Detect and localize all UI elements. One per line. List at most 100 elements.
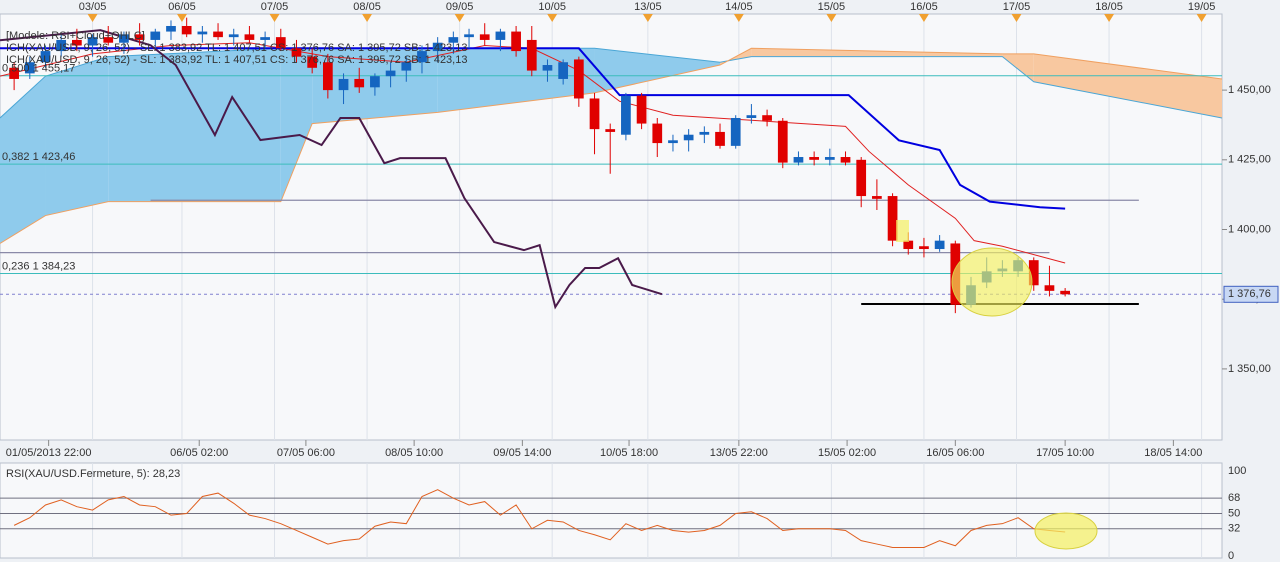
x-tick-label: 16/05 xyxy=(910,1,938,13)
tick-mark xyxy=(87,14,98,22)
x-tick-label: 15/05 02:00 xyxy=(818,447,876,459)
candle-body xyxy=(919,246,929,250)
candle-body xyxy=(558,62,569,79)
candle-body xyxy=(605,129,616,132)
candle-body xyxy=(119,34,129,43)
candle-body xyxy=(464,34,474,38)
candle-body xyxy=(24,62,35,74)
tick-mark xyxy=(826,14,837,22)
candle-body xyxy=(354,78,365,88)
candle-body xyxy=(1028,260,1039,286)
candle-body xyxy=(872,196,882,199)
rsi-panel xyxy=(0,462,1223,559)
y-tick-label: 50 xyxy=(1228,507,1240,519)
tick-mark xyxy=(454,14,465,22)
cloud xyxy=(1002,53,1034,82)
x-tick-label: 13/05 22:00 xyxy=(710,447,768,459)
x-tick-label: 17/05 10:00 xyxy=(1036,447,1094,459)
candle-body xyxy=(762,115,772,121)
y-tick-label: 1 450,00 xyxy=(1228,84,1271,96)
x-tick-label: 19/05 xyxy=(1188,1,1216,13)
candle-body xyxy=(636,95,647,124)
candle-body xyxy=(72,39,82,46)
candle-body xyxy=(307,56,318,68)
candle-body xyxy=(166,25,176,32)
candle-body xyxy=(621,95,631,135)
last-price-label: 1 376,76 xyxy=(1228,288,1271,300)
x-tick-label: 15/05 xyxy=(818,1,846,13)
tick-mark xyxy=(269,14,280,22)
x-tick-label: 14/05 xyxy=(725,1,753,13)
highlight xyxy=(951,247,1033,317)
candle-body xyxy=(777,120,788,163)
x-tick-label: 09/05 14:00 xyxy=(493,447,551,459)
fib-label: 0,236 1 384,23 xyxy=(2,260,75,272)
y-tick-label: 68 xyxy=(1228,492,1240,504)
candle-body xyxy=(197,31,208,35)
tick-mark xyxy=(1196,14,1207,22)
x-tick-label: 18/05 14:00 xyxy=(1144,447,1202,459)
cloud-edge xyxy=(0,47,1223,244)
fib-label: 0,500 1 455,17 xyxy=(2,63,75,75)
legend-text: ICH(XAU/USD, 9, 26, 52) - SL: 1 383,92 T… xyxy=(6,42,467,54)
cloud xyxy=(751,48,1003,57)
candle-body xyxy=(840,157,851,163)
indicator-line xyxy=(0,42,1066,264)
x-tick-label: 17/05 xyxy=(1003,1,1031,13)
candle-body xyxy=(9,67,19,79)
candle-body xyxy=(668,140,678,144)
candle-body xyxy=(934,240,945,250)
candle-body xyxy=(824,157,835,160)
candle-body xyxy=(903,240,914,250)
x-tick-label: 16/05 06:00 xyxy=(926,447,984,459)
highlight xyxy=(1034,512,1098,550)
candle-body xyxy=(385,70,396,77)
x-tick-label: 07/05 xyxy=(261,1,289,13)
cloud xyxy=(108,48,281,202)
tick-mark xyxy=(362,14,373,22)
candle-body xyxy=(291,48,302,57)
x-tick-label: 13/05 xyxy=(634,1,662,13)
candle-body xyxy=(652,123,663,144)
x-tick-label: 01/05/2013 22:00 xyxy=(6,447,92,459)
candle-body xyxy=(793,157,804,163)
x-tick-label: 10/05 xyxy=(538,1,566,13)
candle-body xyxy=(150,31,161,40)
candle-body xyxy=(338,78,349,91)
fib-label: 0,382 1 423,46 xyxy=(2,151,75,163)
candle-body xyxy=(322,62,333,91)
candle-body xyxy=(1044,285,1055,291)
candle-body xyxy=(809,157,820,160)
cloud xyxy=(0,76,46,244)
candle-body xyxy=(228,34,239,38)
cloud xyxy=(1033,53,1222,118)
candle-body xyxy=(213,31,223,38)
x-tick-label: 09/05 xyxy=(446,1,474,13)
y-tick-label: 1 425,00 xyxy=(1228,154,1271,166)
cloud xyxy=(594,48,721,93)
y-tick-label: 32 xyxy=(1228,523,1240,535)
tick-mark xyxy=(1011,14,1022,22)
candle-body xyxy=(715,131,725,146)
tick-mark xyxy=(547,14,558,22)
candle-body xyxy=(542,65,553,71)
candle-body xyxy=(1060,290,1070,295)
y-tick-label: 0 xyxy=(1228,550,1234,562)
candle-body xyxy=(448,37,459,43)
candle-body xyxy=(526,39,537,71)
y-tick-label: 1 400,00 xyxy=(1228,223,1271,235)
candle-body xyxy=(683,134,694,141)
tick-mark xyxy=(642,14,653,22)
legend-text: ICH(XAU/USD, 9, 26, 52) - SL: 1 383,92 T… xyxy=(6,54,467,66)
x-tick-label: 03/05 xyxy=(79,1,107,13)
candle-body xyxy=(40,51,51,63)
candle-body xyxy=(432,42,443,52)
x-tick-label: 08/05 xyxy=(353,1,381,13)
candle-body xyxy=(511,31,521,52)
candle-body xyxy=(181,25,192,35)
y-tick-label: 1 350,00 xyxy=(1228,363,1271,375)
cloud xyxy=(280,48,313,202)
tick-mark xyxy=(733,14,744,22)
